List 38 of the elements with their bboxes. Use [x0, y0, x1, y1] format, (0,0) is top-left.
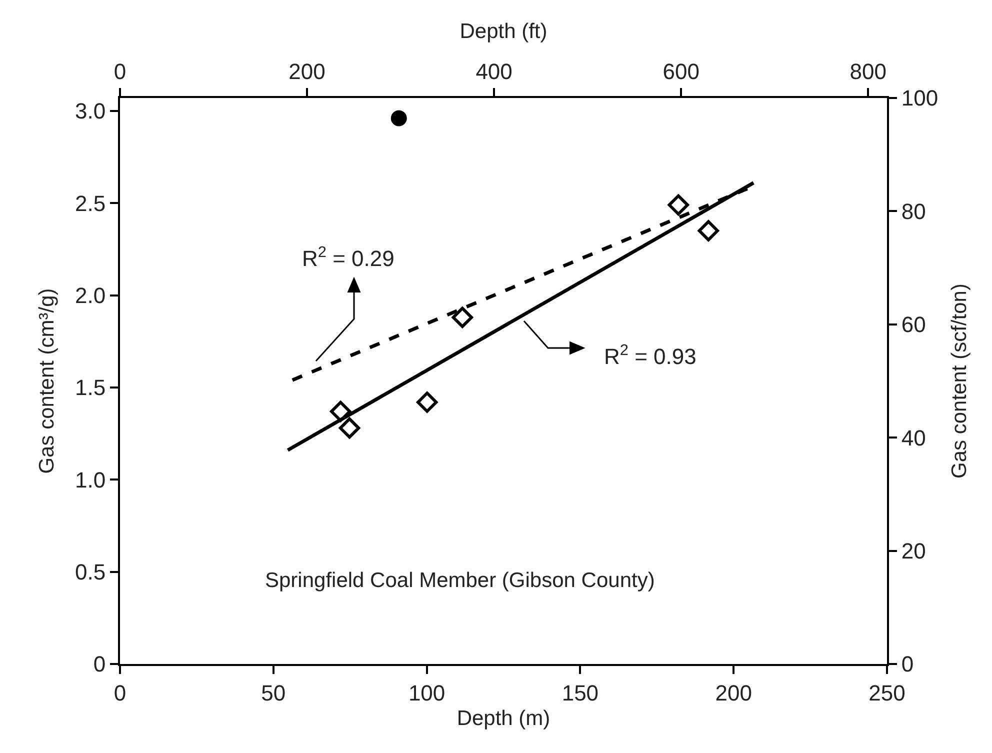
y2-tick-label: 20 [901, 538, 926, 564]
x-tick-label: 100 [408, 680, 446, 706]
x2-tick-label: 0 [114, 59, 126, 84]
x-tick-label: 150 [562, 680, 599, 706]
x-tick-label: 250 [868, 680, 906, 706]
y-tick-label: 2.0 [75, 282, 106, 308]
annotation: Springfield Coal Member (Gibson County) [265, 569, 655, 592]
y-tick-label: 1.0 [75, 467, 106, 492]
annotation: R$^{2}$ = 0.29 [302, 244, 394, 272]
x-tick-label: 0 [114, 680, 126, 706]
point [668, 194, 689, 216]
y2-tick-label: 100 [901, 86, 938, 111]
point [416, 392, 438, 413]
point [452, 306, 473, 328]
y2-tick-label: 0 [901, 652, 914, 677]
y-tick-label: 1.5 [75, 375, 106, 400]
x2-tick-label: 400 [476, 59, 512, 84]
y-tick-label: 0 [93, 652, 106, 677]
x-axis-title: Depth (m) [456, 707, 550, 730]
point [390, 110, 407, 126]
x2-tick-label: 800 [850, 59, 886, 84]
y-tick-label: 0.5 [75, 560, 106, 585]
y2-tick-label: 60 [901, 312, 926, 338]
x2-tick-label: 200 [288, 59, 326, 84]
y2-axis-title: Gas content (scf/ton) [948, 284, 971, 478]
y-tick-label: 3.0 [75, 98, 106, 124]
x2-axis-title: Depth (ft) [460, 20, 548, 43]
y-axis-title: Gas content (cm³/g) [36, 288, 59, 474]
point [338, 417, 360, 439]
point [330, 400, 352, 422]
x-tick-label: 200 [715, 680, 752, 706]
annotation: R$^{2}$ = 0.93 [604, 342, 696, 370]
y-tick-label: 2.5 [75, 190, 106, 216]
x2-tick-label: 600 [662, 59, 700, 84]
point [698, 220, 720, 242]
y2-tick-label: 40 [901, 425, 926, 450]
x-tick-label: 50 [261, 680, 286, 706]
y2-tick-label: 80 [901, 198, 926, 224]
